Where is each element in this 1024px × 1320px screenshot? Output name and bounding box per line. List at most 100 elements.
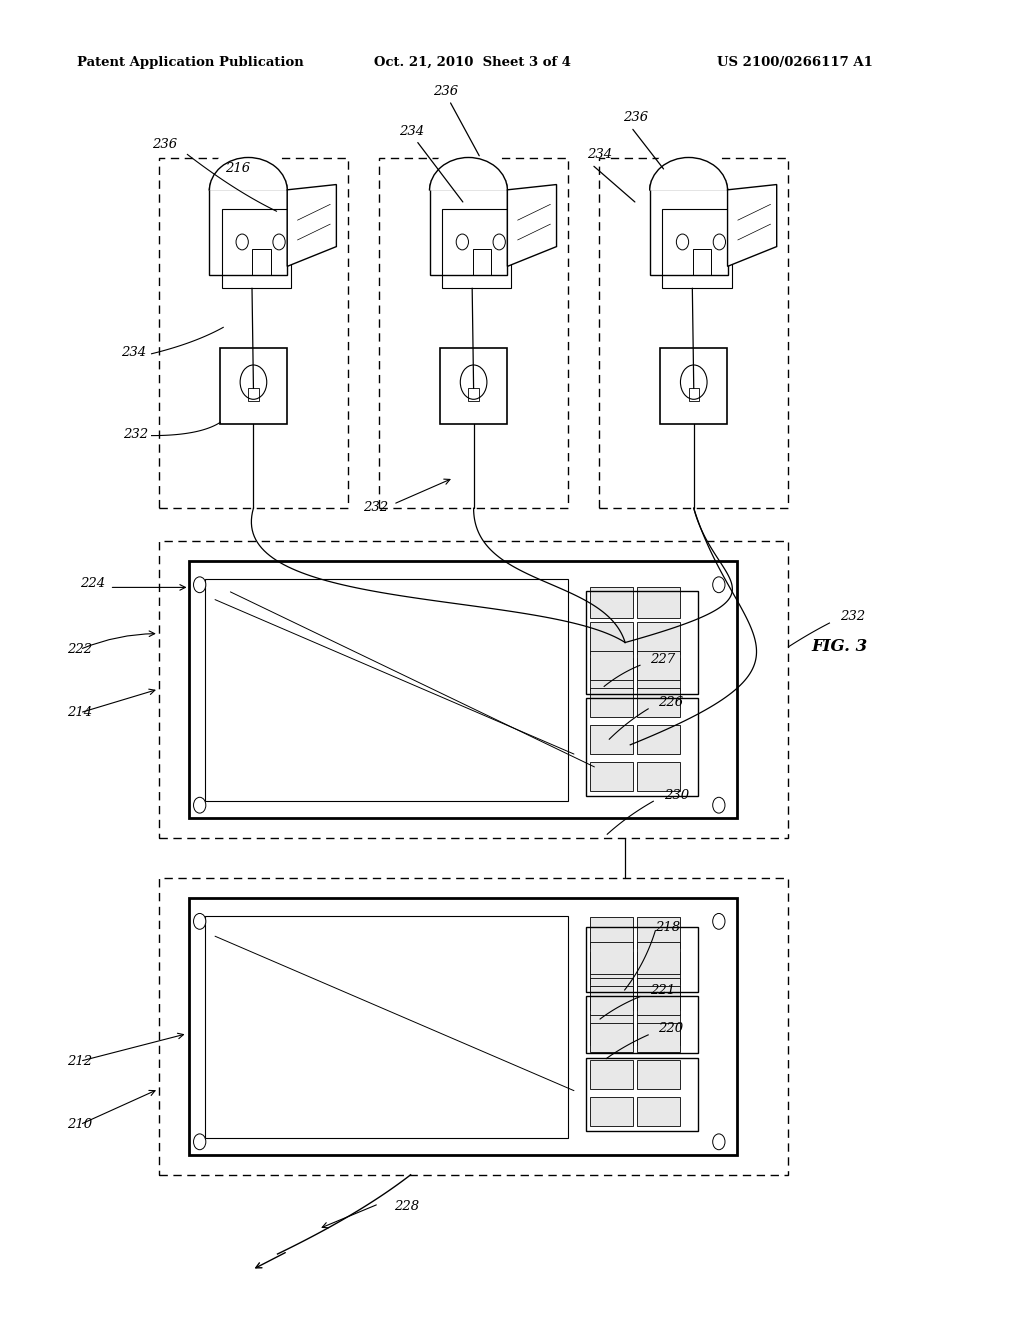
Bar: [590, 586, 633, 618]
Wedge shape: [649, 140, 727, 190]
Bar: [590, 762, 633, 791]
Text: 218: 218: [655, 920, 681, 933]
Text: 236: 236: [433, 84, 459, 98]
Circle shape: [194, 577, 206, 593]
Circle shape: [713, 234, 725, 249]
Circle shape: [194, 913, 206, 929]
Bar: [220, 347, 287, 424]
Bar: [586, 1057, 698, 1131]
Circle shape: [680, 364, 707, 400]
Bar: [473, 248, 492, 275]
Text: 232: 232: [123, 428, 148, 441]
Bar: [189, 898, 737, 1155]
Bar: [590, 986, 633, 1015]
Bar: [590, 1023, 633, 1052]
Bar: [590, 622, 633, 653]
Circle shape: [461, 364, 487, 400]
Bar: [586, 591, 698, 694]
Bar: [590, 1097, 633, 1126]
Circle shape: [194, 1134, 206, 1150]
Text: 212: 212: [68, 1055, 92, 1068]
Text: 214: 214: [68, 706, 92, 719]
Bar: [209, 189, 287, 275]
Bar: [221, 209, 291, 288]
Text: FIG. 3: FIG. 3: [811, 639, 867, 655]
Text: 210: 210: [68, 1118, 92, 1131]
Bar: [379, 158, 568, 508]
Bar: [205, 916, 568, 1138]
Bar: [637, 622, 680, 653]
Circle shape: [272, 234, 285, 249]
Circle shape: [713, 577, 725, 593]
Bar: [649, 189, 727, 275]
Bar: [586, 698, 698, 796]
Bar: [637, 1014, 680, 1045]
Bar: [189, 561, 737, 818]
Bar: [586, 927, 698, 993]
Circle shape: [713, 1134, 725, 1150]
Bar: [159, 541, 788, 838]
Text: 234: 234: [121, 346, 146, 359]
Text: US 2100/0266117 A1: US 2100/0266117 A1: [717, 55, 872, 69]
Bar: [637, 688, 680, 717]
Circle shape: [457, 234, 469, 249]
Bar: [637, 762, 680, 791]
Bar: [430, 189, 508, 275]
Bar: [205, 579, 568, 801]
Text: 236: 236: [623, 111, 648, 124]
Bar: [590, 657, 633, 689]
Bar: [442, 209, 512, 288]
Text: 224: 224: [80, 577, 105, 590]
Bar: [637, 1060, 680, 1089]
Text: 236: 236: [152, 137, 177, 150]
Bar: [637, 1097, 680, 1126]
Wedge shape: [209, 140, 287, 190]
Bar: [590, 916, 633, 948]
Circle shape: [676, 234, 688, 249]
Text: 234: 234: [399, 124, 425, 137]
Text: 221: 221: [650, 983, 676, 997]
Bar: [590, 725, 633, 754]
Bar: [637, 1023, 680, 1052]
Bar: [637, 978, 680, 1010]
Text: Oct. 21, 2010  Sheet 3 of 4: Oct. 21, 2010 Sheet 3 of 4: [374, 55, 570, 69]
Bar: [637, 986, 680, 1015]
Bar: [637, 916, 680, 948]
Bar: [637, 942, 680, 974]
Bar: [637, 651, 680, 680]
Bar: [590, 952, 633, 983]
Text: 227: 227: [650, 652, 676, 665]
Bar: [637, 952, 680, 983]
Text: 230: 230: [664, 788, 689, 801]
Bar: [692, 248, 711, 275]
Polygon shape: [508, 185, 557, 267]
Text: 232: 232: [840, 610, 865, 623]
Circle shape: [713, 913, 725, 929]
Text: 226: 226: [658, 696, 684, 709]
Polygon shape: [727, 185, 776, 267]
Bar: [688, 388, 698, 401]
Bar: [590, 688, 633, 717]
Bar: [590, 978, 633, 1010]
Bar: [590, 1060, 633, 1089]
Circle shape: [713, 797, 725, 813]
Bar: [590, 1014, 633, 1045]
Text: 234: 234: [587, 148, 612, 161]
Circle shape: [194, 797, 206, 813]
Bar: [599, 158, 788, 508]
Bar: [590, 942, 633, 974]
Text: 220: 220: [658, 1022, 684, 1035]
Text: Patent Application Publication: Patent Application Publication: [77, 55, 303, 69]
Polygon shape: [287, 185, 336, 267]
Bar: [590, 651, 633, 680]
Circle shape: [236, 234, 249, 249]
Text: 232: 232: [364, 500, 389, 513]
Bar: [159, 878, 788, 1175]
Circle shape: [240, 364, 266, 400]
Bar: [586, 997, 698, 1053]
Circle shape: [494, 234, 506, 249]
Bar: [440, 347, 507, 424]
Bar: [637, 725, 680, 754]
Wedge shape: [430, 140, 508, 190]
Bar: [159, 158, 348, 508]
